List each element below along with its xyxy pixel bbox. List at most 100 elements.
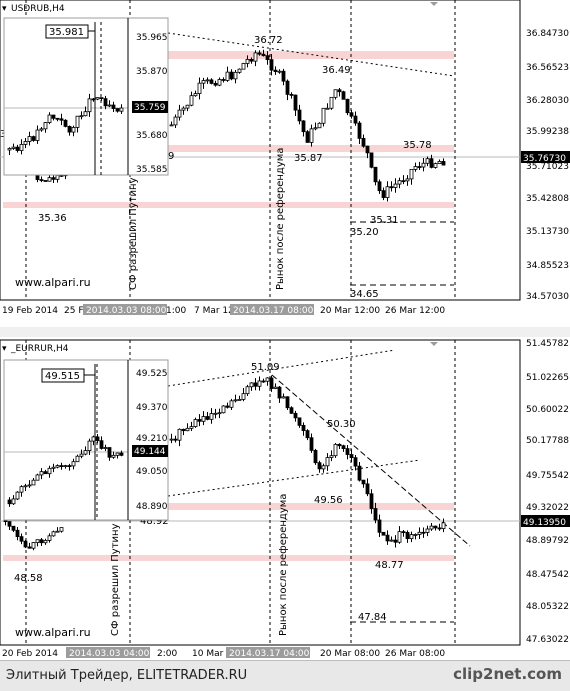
candle	[433, 525, 438, 529]
candle	[59, 465, 64, 468]
inset-frame	[3, 359, 169, 521]
candle	[47, 114, 52, 123]
candle	[189, 426, 194, 429]
price-label: 36.72	[254, 35, 283, 46]
candle	[405, 531, 410, 540]
inset-tick: 48.890	[136, 502, 168, 512]
candle	[233, 71, 238, 80]
inset-tick: 49.210	[136, 434, 168, 444]
candle	[413, 166, 418, 170]
current-price-box	[521, 515, 570, 527]
scroll-marker-icon[interactable]	[430, 2, 438, 6]
candle	[63, 119, 68, 127]
candle	[365, 145, 370, 154]
candle	[189, 95, 194, 106]
candle	[309, 128, 314, 143]
x-tick: 26 Mar 08:00	[385, 649, 445, 659]
candle	[43, 540, 48, 544]
candle	[345, 98, 350, 114]
candle	[71, 461, 76, 467]
x-tick: 20 Mar 12:00	[320, 306, 380, 316]
price-label: 35.31	[370, 215, 399, 226]
candle	[7, 148, 12, 151]
price-label: 48.92	[140, 516, 169, 527]
inset-tick: 49.050	[136, 467, 168, 477]
candle	[177, 109, 182, 118]
candle	[349, 112, 354, 117]
candle	[27, 484, 32, 487]
candle	[99, 97, 104, 100]
eurrur-y-axis: 51.45782 51.02265 50.60022 50.17788 49.7…	[521, 339, 570, 645]
website-label: www.alpari.ru	[15, 276, 91, 289]
candle	[55, 530, 60, 533]
candle	[31, 542, 36, 549]
candle	[333, 443, 338, 457]
scroll-marker-icon[interactable]	[430, 342, 438, 346]
candle	[241, 63, 246, 70]
candle	[35, 474, 40, 481]
candle	[241, 393, 246, 400]
candle	[265, 377, 270, 382]
candle	[365, 483, 370, 495]
inset-price-box	[132, 101, 168, 113]
brand-logo[interactable]: clip2net.com	[453, 665, 562, 683]
price-label: 35.36	[38, 213, 67, 224]
candle	[329, 455, 334, 458]
candle	[421, 162, 426, 168]
inset-price-box	[132, 445, 168, 457]
candle	[43, 122, 48, 130]
candle	[261, 53, 266, 57]
candle	[119, 452, 124, 456]
eurrur-panel: 51.09 50.30 49.56 48.77 48.58 47.84 48.9…	[0, 339, 570, 659]
y-tick: 48.47542	[526, 570, 569, 580]
candle	[253, 382, 258, 387]
candle	[229, 71, 234, 80]
candle	[401, 531, 406, 534]
candle	[381, 190, 386, 198]
candle	[357, 465, 362, 481]
candle	[249, 59, 254, 62]
candle	[193, 419, 198, 427]
panel-divider[interactable]	[0, 327, 570, 337]
y-tick: 36.28030	[526, 96, 569, 106]
annotation-right: Рынок после референдума	[275, 148, 286, 290]
date-box	[83, 304, 167, 315]
candle	[309, 437, 314, 451]
candle	[185, 104, 190, 109]
eurrur-inset: 49.515 49.525 49.370 49.210 49.144 49.05…	[3, 359, 169, 521]
candle	[55, 117, 60, 120]
candle	[15, 146, 20, 151]
x-tick: 26 Mar 12:00	[385, 306, 445, 316]
candle	[27, 136, 32, 142]
candle	[91, 98, 96, 101]
candle	[245, 386, 250, 395]
candle	[301, 424, 306, 432]
date-box-label: 2014.03.17 08:00	[233, 306, 314, 316]
price-label: 48.58	[14, 573, 43, 584]
candle	[325, 107, 330, 110]
chart-menu-icon[interactable]: ▾	[2, 344, 7, 354]
candle	[173, 438, 178, 441]
candle	[349, 454, 354, 459]
inset-box-label: 49.515	[45, 371, 80, 382]
candle	[397, 531, 402, 543]
candle	[197, 419, 202, 422]
candle	[115, 452, 120, 456]
x-tick: 2:00	[157, 649, 177, 659]
candle	[317, 122, 322, 129]
y-tick: 34.85523	[526, 261, 569, 271]
candle	[205, 79, 210, 82]
y-tick: 47.63022	[526, 635, 569, 645]
x-tick: 19 Feb 2014	[2, 306, 58, 316]
current-price-box	[521, 151, 570, 163]
candle	[181, 428, 186, 432]
candle	[55, 465, 60, 468]
chart-menu-icon[interactable]: ▾	[2, 4, 7, 14]
candle	[425, 528, 430, 533]
candle	[71, 127, 76, 133]
price-label: 34.65	[350, 289, 379, 300]
candle	[63, 465, 68, 468]
candle	[217, 412, 222, 415]
candle	[51, 531, 56, 537]
candle	[269, 59, 274, 71]
